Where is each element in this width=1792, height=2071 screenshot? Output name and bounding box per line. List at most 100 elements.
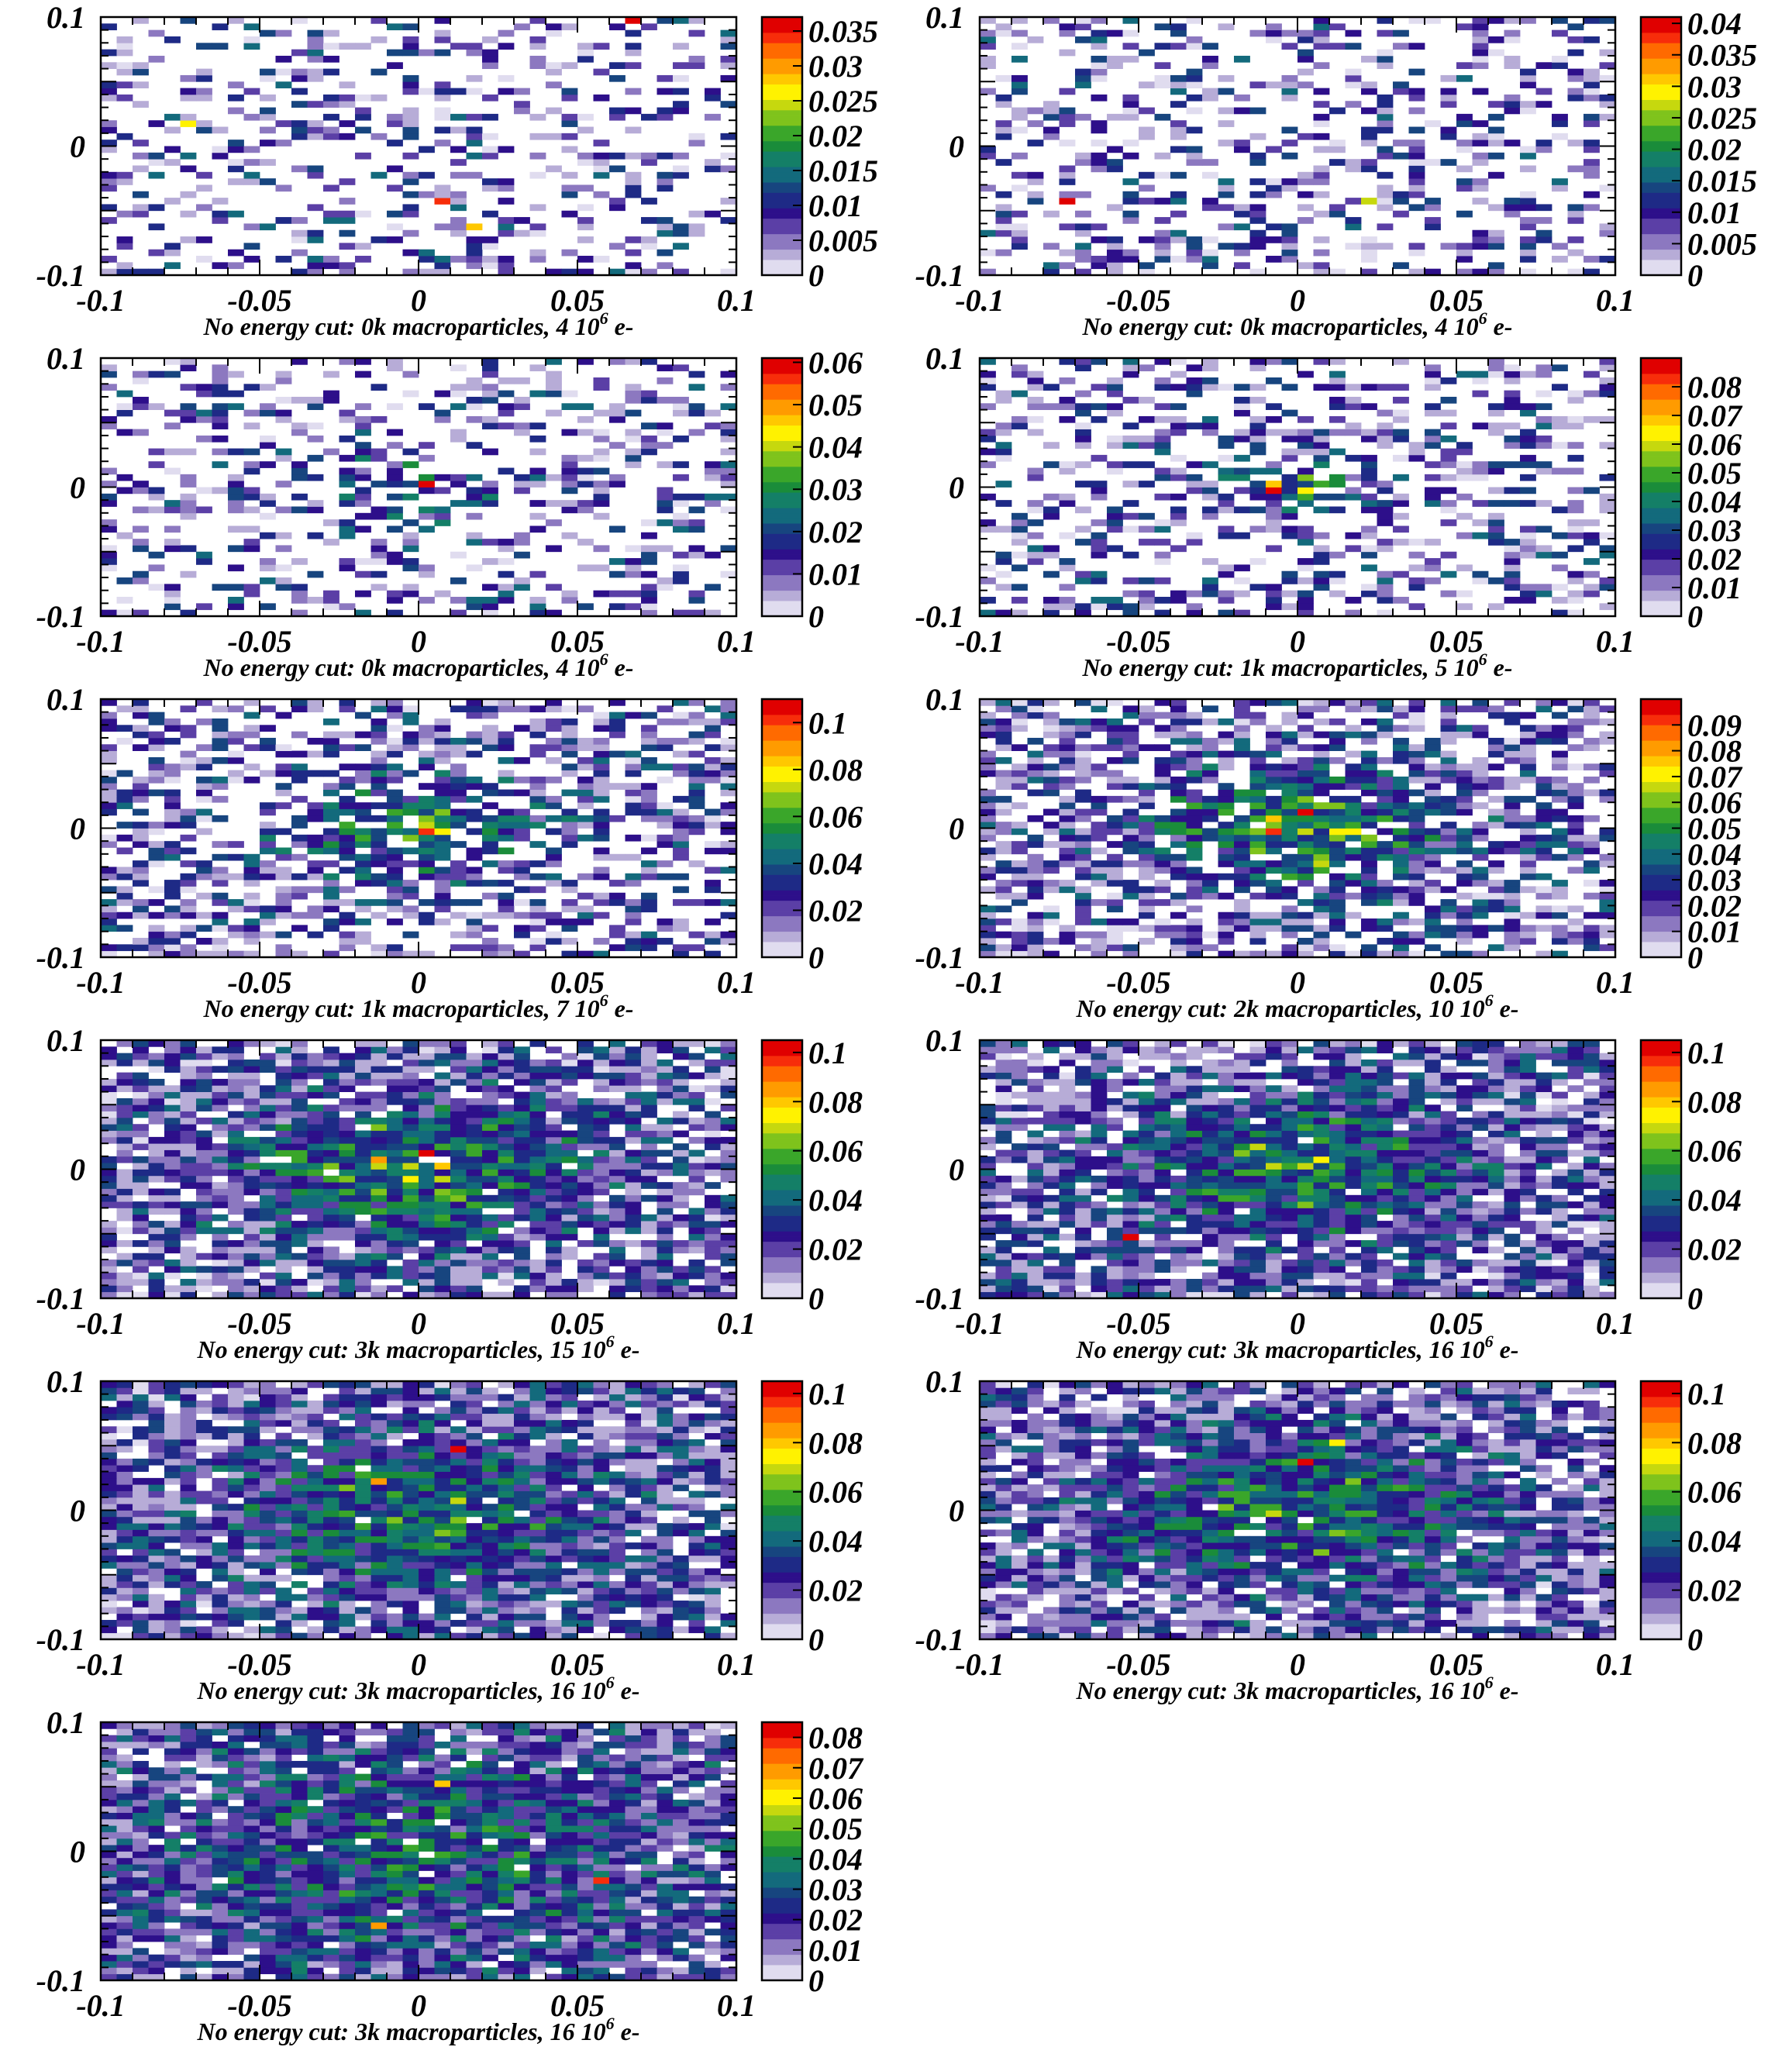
heatmap-cell [243, 159, 260, 166]
heatmap-cell [148, 712, 165, 719]
heatmap-cell [1567, 609, 1584, 617]
x-tick-label: 0.05 [1429, 965, 1484, 1000]
heatmap-cell [323, 841, 339, 848]
heatmap-cell [1520, 223, 1536, 231]
heatmap-cell [1234, 467, 1250, 475]
heatmap-cell [720, 370, 737, 378]
heatmap-cell [101, 204, 117, 212]
colorbar-segment [762, 74, 802, 80]
heatmap-cell [228, 853, 244, 861]
heatmap-cell [980, 925, 996, 932]
colorbar-segment [762, 952, 802, 958]
heatmap-cell [1345, 609, 1362, 617]
heatmap-cell [1456, 795, 1473, 803]
heatmap-cell [1504, 17, 1521, 24]
colorbar-segment [762, 260, 802, 266]
heatmap-cell [370, 911, 388, 919]
heatmap-cell [1281, 860, 1298, 867]
heatmap-cell [609, 880, 625, 887]
heatmap-cell [1170, 789, 1187, 797]
heatmap-cell [1520, 584, 1536, 591]
colorbar-segment [762, 120, 802, 126]
heatmap-cell [291, 731, 308, 739]
heatmap-panel-3: -0.1 -0.05 0 0.05 0.1 -0.1 0 0.1 No energy cut: … [0, 341, 896, 682]
heatmap-cell [307, 873, 324, 880]
colorbar-segment [762, 394, 802, 400]
heatmap-cell [705, 113, 721, 121]
heatmap-cell [275, 140, 292, 146]
heatmap-cell [1345, 429, 1362, 436]
heatmap-cell [1027, 396, 1044, 404]
heatmap-cell [466, 249, 483, 257]
heatmap-cell [705, 763, 721, 770]
heatmap-cell [1552, 783, 1568, 790]
heatmap-cell [1393, 396, 1409, 404]
heatmap-cell [116, 171, 133, 179]
heatmap-cell [1567, 699, 1584, 706]
colorbar-tick-label: 0.08 [1687, 370, 1742, 405]
heatmap-cell [1186, 841, 1203, 848]
colorbar-segment [762, 533, 802, 539]
heatmap-cell [101, 944, 117, 952]
heatmap-cell [482, 94, 498, 102]
heatmap-cell [1297, 429, 1314, 436]
heatmap-cell [339, 229, 356, 237]
heatmap-cell [546, 918, 562, 925]
heatmap-cell [482, 184, 498, 192]
heatmap-cell [1313, 841, 1330, 848]
heatmap-cell [1249, 81, 1266, 88]
heatmap-cell [1313, 210, 1330, 218]
heatmap-cell [196, 1253, 212, 1260]
heatmap-cell [1091, 834, 1108, 842]
heatmap-cell [1440, 377, 1457, 384]
heatmap-cell [323, 802, 339, 809]
heatmap-cell [1011, 925, 1028, 932]
heatmap-cell [609, 815, 625, 822]
heatmap-cell [1281, 236, 1298, 243]
heatmap-cell [387, 763, 403, 770]
heatmap-cell [419, 841, 435, 848]
heatmap-cell [529, 795, 546, 803]
colorbar-segment [1641, 89, 1681, 95]
heatmap-cell [1345, 396, 1362, 404]
colorbar-segment [762, 942, 802, 948]
heatmap-cell [1440, 725, 1457, 732]
heatmap-cell [323, 905, 339, 913]
heatmap-cell [1456, 770, 1473, 777]
heatmap-cell [1011, 597, 1028, 604]
heatmap-cell [1122, 442, 1139, 449]
heatmap-cell [1488, 262, 1504, 270]
heatmap-cell [402, 493, 419, 501]
heatmap-panel-7: -0.1 -0.05 0 0.05 0.1 -0.1 0 0.1 No energy cut: … [0, 1023, 896, 1364]
heatmap-cell [1249, 892, 1266, 900]
heatmap-cell [1218, 750, 1235, 758]
heatmap-cell [656, 262, 674, 270]
heatmap-cell [1107, 892, 1123, 900]
heatmap-cell [387, 944, 403, 952]
heatmap-cell [419, 834, 435, 842]
heatmap-cell [1139, 481, 1155, 488]
heatmap-cell [1091, 74, 1108, 82]
heatmap-cell [1552, 609, 1568, 617]
heatmap-cell [355, 770, 371, 777]
heatmap-cell [1567, 590, 1584, 598]
heatmap-cell [498, 390, 515, 398]
heatmap-cell [355, 880, 371, 887]
heatmap-cell [1520, 834, 1536, 842]
heatmap-cell [705, 409, 721, 417]
colorbar-tick-label: 0 [1687, 258, 1703, 293]
heatmap-cell [355, 43, 371, 50]
heatmap-cell [498, 1279, 515, 1286]
heatmap-cell [434, 256, 451, 263]
colorbar: 00.010.020.030.040.050.060.070.080.09 [1639, 698, 1743, 975]
heatmap-cell [180, 358, 197, 365]
heatmap-cell [1059, 603, 1076, 611]
heatmap-cell [546, 1291, 562, 1299]
heatmap-cell [339, 120, 356, 127]
heatmap-cell [228, 1246, 244, 1254]
heatmap-cell [1059, 171, 1076, 179]
heatmap-cell [1059, 178, 1076, 185]
heatmap-cell [673, 737, 689, 745]
heatmap-cell [212, 1259, 229, 1266]
heatmap-cell [180, 17, 197, 24]
